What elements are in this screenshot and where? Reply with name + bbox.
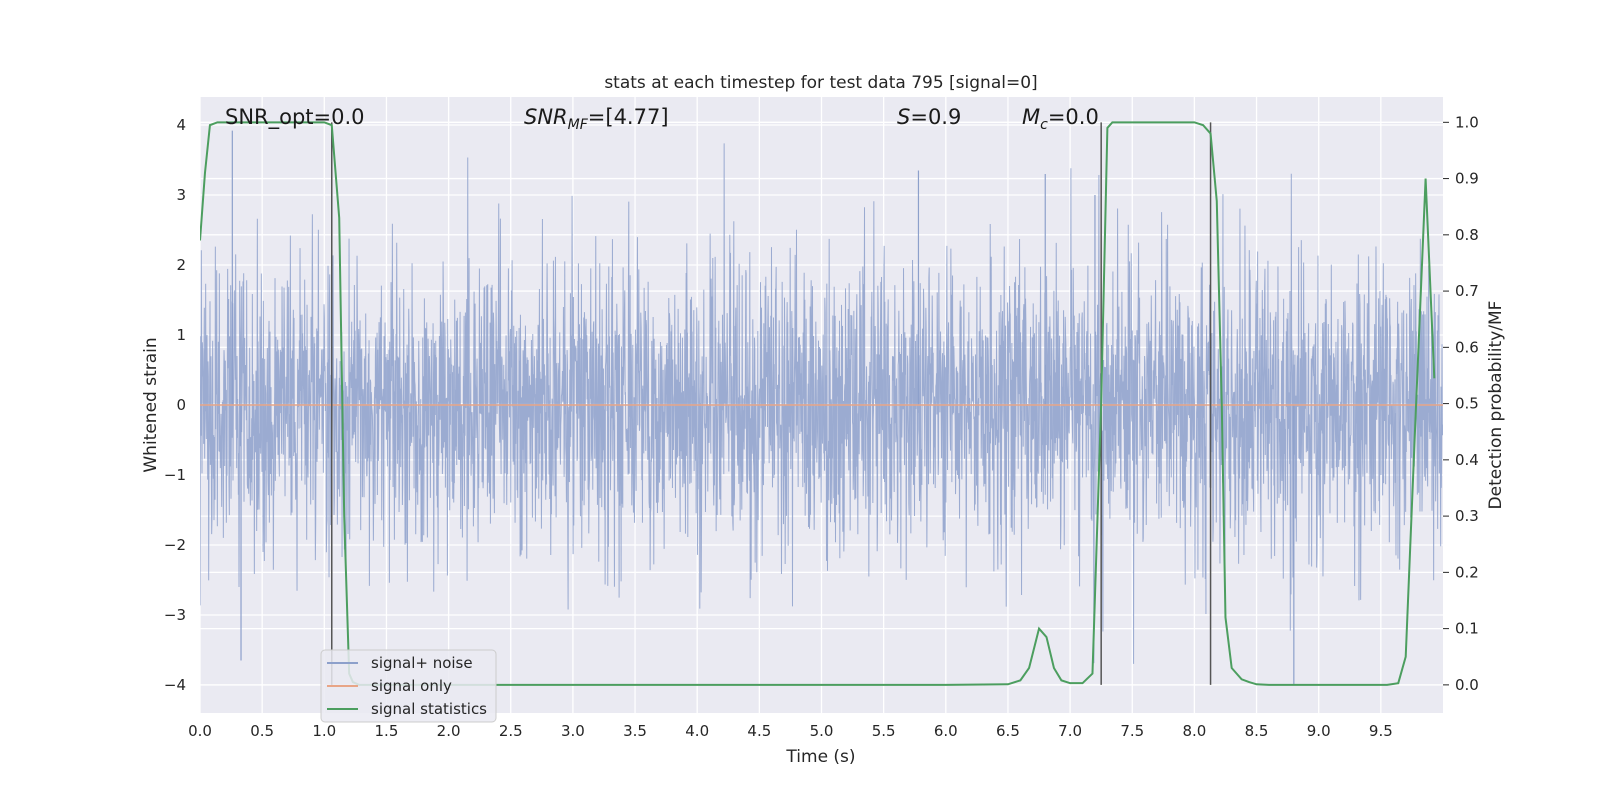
annotation-s-main: S	[897, 105, 910, 129]
x-tick-label: 3.0	[561, 722, 585, 740]
x-tick-label: 0.5	[250, 722, 274, 740]
chart-title: stats at each timestep for test data 795…	[604, 73, 1037, 93]
x-tick-label: 4.0	[685, 722, 709, 740]
y-axis-right-ticks: 0.0 0.1 0.2 0.3 0.4 0.5 0.6 0.7 0.8 0.9 1.0	[1443, 113, 1479, 694]
legend-box	[320, 649, 497, 723]
x-tick-label: 0.0	[188, 722, 212, 740]
x-tick-label: 7.0	[1058, 722, 1082, 740]
signal-statistics-series	[200, 121, 1436, 686]
x-tick-label: 9.0	[1307, 722, 1331, 740]
x-tick-label: 8.5	[1245, 722, 1269, 740]
x-tick-label: 1.0	[312, 722, 336, 740]
legend-label-signal-statistics: signal statistics	[371, 700, 487, 718]
y-tick-label-right: 0.2	[1455, 563, 1479, 581]
x-tick-label: 5.5	[872, 722, 896, 740]
annotation-snr-mf-value: =[4.77]	[588, 105, 669, 129]
annotation-s-value: =0.9	[910, 105, 961, 129]
x-axis-ticks: 0.0 0.5 1.0 1.5 2.0 2.5 3.0 3.5 4.0 4.5 5.0 5.5 6.0 6…	[188, 722, 1393, 740]
y-tick-label-right: 0.5	[1455, 395, 1479, 413]
annotation-snr-opt: SNR_opt=0.0	[225, 105, 365, 130]
y-tick-label-right: 0.4	[1455, 451, 1479, 469]
y-tick-label-right: 0.8	[1455, 226, 1479, 244]
y-tick-label-left: 1	[176, 326, 186, 344]
y-tick-label-right: 0.6	[1455, 338, 1479, 356]
y-tick-label-right: 0.7	[1455, 282, 1479, 300]
y-axis-left-label: Whitened strain	[141, 337, 161, 472]
annotation-snr-mf-sub: MF	[568, 117, 589, 133]
y-axis-right-label: Detection probability/MF	[1486, 301, 1506, 510]
signal-noise-series	[200, 130, 1443, 685]
x-tick-label: 9.5	[1369, 722, 1393, 740]
y-tick-label-right: 0.3	[1455, 507, 1479, 525]
signal-noise-line	[200, 143, 1443, 664]
y-tick-label-left: 0	[176, 396, 186, 414]
x-axis-label: Time (s)	[785, 747, 855, 767]
legend: signal+ noise signal only signal statist…	[320, 649, 497, 723]
x-tick-label: 6.0	[934, 722, 958, 740]
y-tick-label-left: 3	[176, 186, 186, 204]
y-tick-label-right: 1.0	[1455, 113, 1479, 131]
legend-label-signal-noise: signal+ noise	[371, 654, 473, 672]
x-tick-label: 2.5	[499, 722, 523, 740]
annotation-mc-main: M	[1022, 105, 1040, 129]
y-tick-label-left: −1	[164, 466, 186, 484]
x-tick-label: 2.0	[437, 722, 461, 740]
annotation-snr-mf-main: SNR	[524, 105, 568, 129]
legend-label-signal-only: signal only	[371, 677, 452, 695]
annotation-mc-sub: c	[1040, 117, 1048, 133]
annotation-mc-value: =0.0	[1048, 105, 1099, 129]
x-tick-label: 5.0	[810, 722, 834, 740]
y-axis-left-ticks: −4 −3 −2 −1 0 1 2 3 4	[164, 116, 186, 694]
y-tick-label-right: 0.0	[1455, 676, 1479, 694]
y-tick-label-left: 4	[176, 116, 186, 134]
y-tick-label-right: 0.1	[1455, 620, 1479, 638]
y-tick-label-left: −2	[164, 536, 186, 554]
y-tick-label-right: 0.9	[1455, 170, 1479, 188]
y-tick-label-left: −3	[164, 606, 186, 624]
y-tick-label-left: −4	[164, 676, 186, 694]
x-tick-label: 3.5	[623, 722, 647, 740]
y-tick-label-left: 2	[176, 256, 186, 274]
x-tick-label: 1.5	[375, 722, 399, 740]
annotation-s: S=0.9	[897, 105, 961, 129]
x-tick-label: 7.5	[1120, 722, 1144, 740]
x-tick-label: 8.0	[1182, 722, 1206, 740]
annotation-mc: Mc=0.0	[1022, 105, 1099, 133]
annotation-snr-mf: SNRMF=[4.77]	[524, 105, 669, 133]
x-tick-label: 4.5	[747, 722, 771, 740]
x-tick-label: 6.5	[996, 722, 1020, 740]
